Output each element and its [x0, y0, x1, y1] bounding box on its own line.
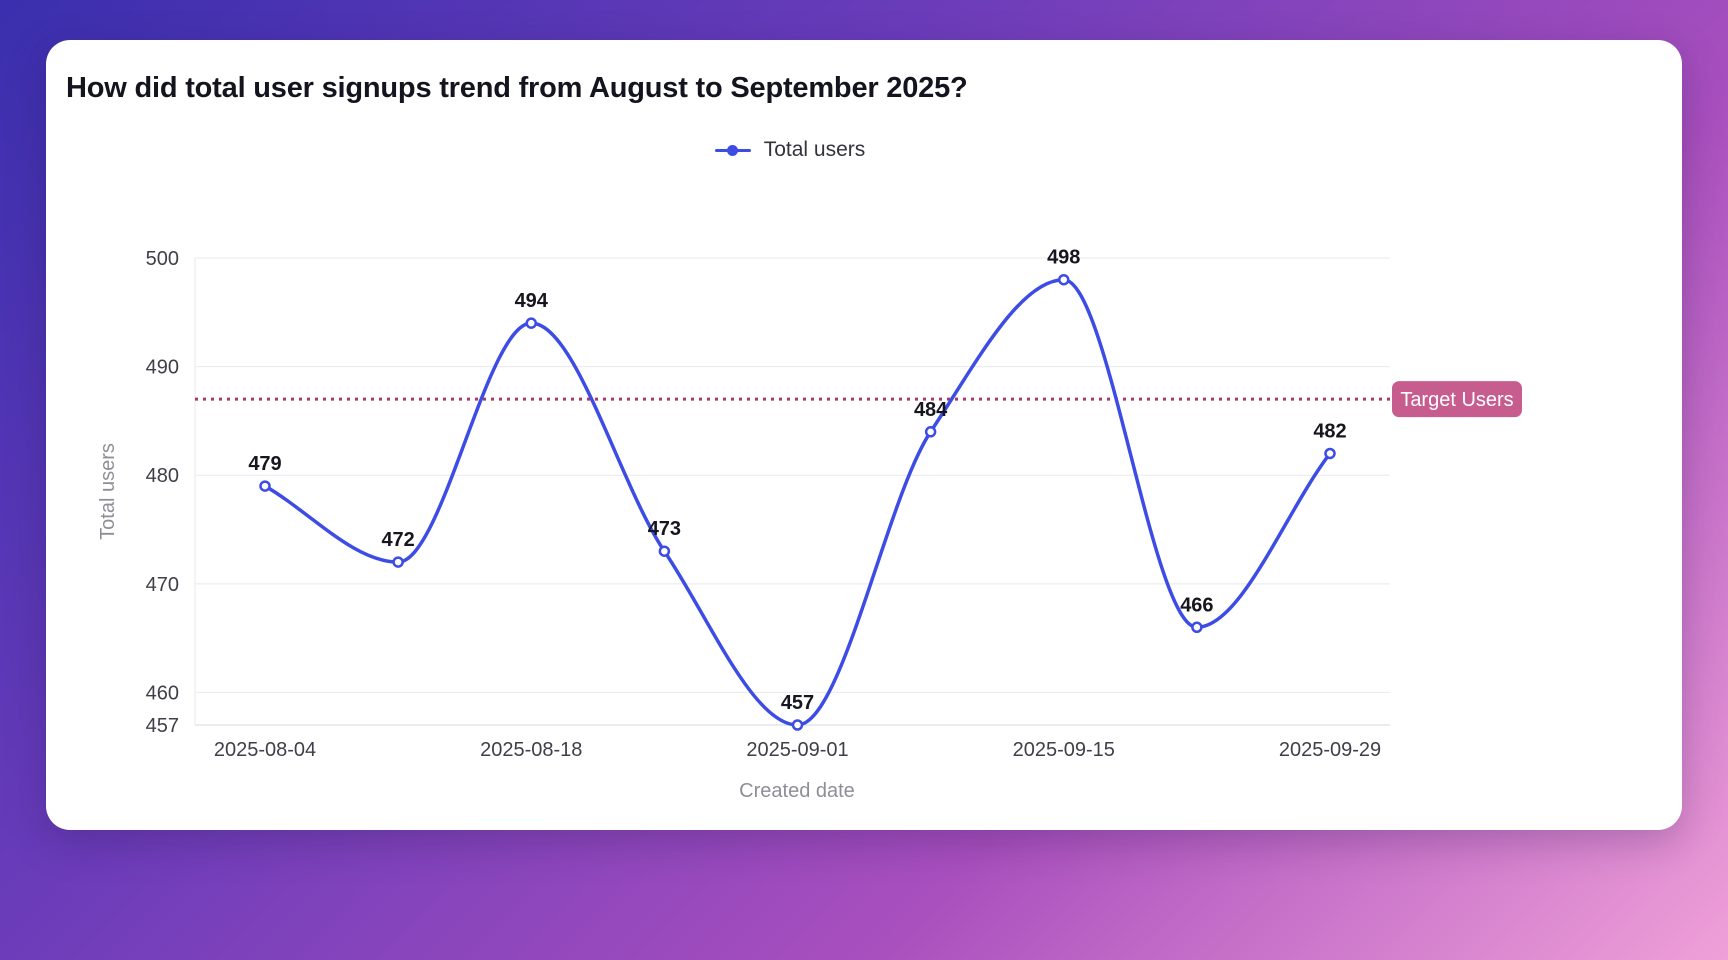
data-point-2025-08-25[interactable] — [658, 545, 671, 557]
data-label: 466 — [1180, 594, 1213, 616]
chart-card: How did total user signups trend from Au… — [46, 40, 1682, 830]
line-chart: 457 460 470 480 490 500 2025-08-04 2025-08-18 20… — [97, 247, 1522, 802]
y-tick-label: 460 — [146, 682, 179, 704]
legend: Total users — [46, 138, 1682, 162]
data-label: 482 — [1313, 420, 1346, 442]
y-axis-title: Total users — [97, 443, 119, 540]
x-tick-label: 2025-09-15 — [1013, 739, 1115, 761]
x-tick-label: 2025-09-29 — [1279, 739, 1381, 761]
data-label: 484 — [914, 399, 948, 421]
data-label: 472 — [381, 529, 414, 551]
data-point-2025-09-01[interactable] — [791, 719, 804, 731]
legend-series-marker-icon — [714, 144, 751, 156]
data-point-2025-08-04[interactable] — [259, 480, 271, 492]
y-tick-label: 480 — [146, 465, 179, 487]
x-tick-label: 2025-09-01 — [746, 739, 848, 761]
chart-title: How did total user signups trend from Au… — [66, 72, 968, 104]
data-point-2025-09-29[interactable] — [1324, 447, 1336, 460]
data-label: 494 — [515, 290, 549, 312]
data-label: 473 — [648, 518, 681, 540]
legend-label: Total users — [763, 138, 866, 161]
data-point-2025-09-08[interactable] — [924, 426, 937, 438]
legend-item-total-users[interactable]: Total users — [714, 138, 866, 162]
x-tick-label: 2025-08-04 — [214, 739, 316, 761]
y-tick-label: 470 — [146, 574, 179, 596]
y-tick-label: 490 — [146, 357, 179, 379]
data-point-2025-09-15[interactable] — [1058, 273, 1070, 286]
data-point-2025-08-11[interactable] — [392, 556, 404, 568]
data-label: 457 — [781, 692, 814, 714]
data-point-2025-08-18[interactable] — [525, 317, 537, 329]
target-badge — [1392, 381, 1522, 418]
y-tick-label: 500 — [146, 248, 179, 270]
x-axis-title: Created date — [739, 780, 855, 802]
data-label: 479 — [248, 453, 281, 475]
y-tick-label: 457 — [146, 715, 179, 737]
data-label: 498 — [1047, 247, 1080, 269]
data-point-2025-09-22[interactable] — [1191, 621, 1203, 634]
x-tick-label: 2025-08-18 — [480, 739, 582, 761]
target-badge-label: Target Users — [1400, 389, 1513, 411]
series-line-total-users — [263, 277, 1332, 727]
